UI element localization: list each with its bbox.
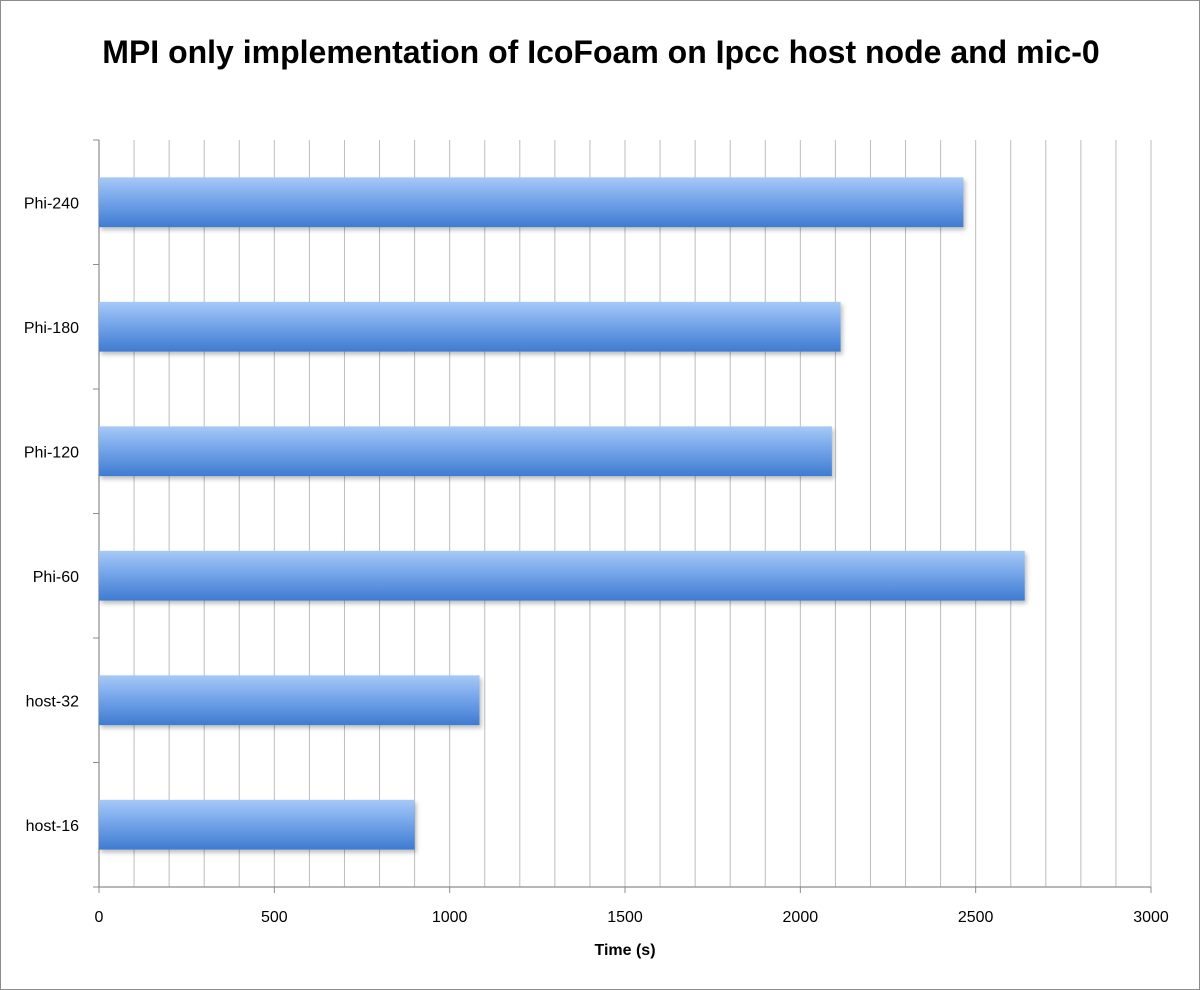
tick-labels: host-16 host-32 Phi-60 Phi-120 Phi-180 Phi-24… (24, 195, 1169, 926)
x-tick-label: 3000 (1133, 909, 1169, 926)
y-tick-label: Phi-120 (24, 444, 79, 461)
bars (99, 177, 1025, 850)
grid-lines (133, 140, 1152, 887)
chart-title: MPI only implementation of IcoFoam on Ip… (102, 34, 1100, 70)
y-tick-label: Phi-180 (24, 320, 79, 337)
x-tick-label: 500 (261, 909, 288, 926)
x-tick-label: 0 (95, 909, 104, 926)
bar-host-32 (99, 675, 480, 726)
bar-Phi-120 (99, 426, 832, 477)
y-tick-label: host-16 (26, 818, 79, 835)
axes (93, 139, 1152, 893)
bar-Phi-240 (99, 177, 964, 228)
x-axis-title: Time (s) (594, 942, 655, 959)
x-tick-label: 1500 (607, 909, 643, 926)
x-tick-label: 1000 (432, 909, 468, 926)
bar-Phi-60 (99, 550, 1025, 601)
x-tick-label: 2000 (783, 909, 819, 926)
y-tick-label: Phi-240 (24, 195, 79, 212)
bar-Phi-180 (99, 301, 841, 352)
y-tick-label: Phi-60 (33, 569, 79, 586)
bar-host-16 (99, 799, 415, 850)
x-tick-label: 2500 (958, 909, 994, 926)
y-tick-label: host-32 (26, 693, 79, 710)
